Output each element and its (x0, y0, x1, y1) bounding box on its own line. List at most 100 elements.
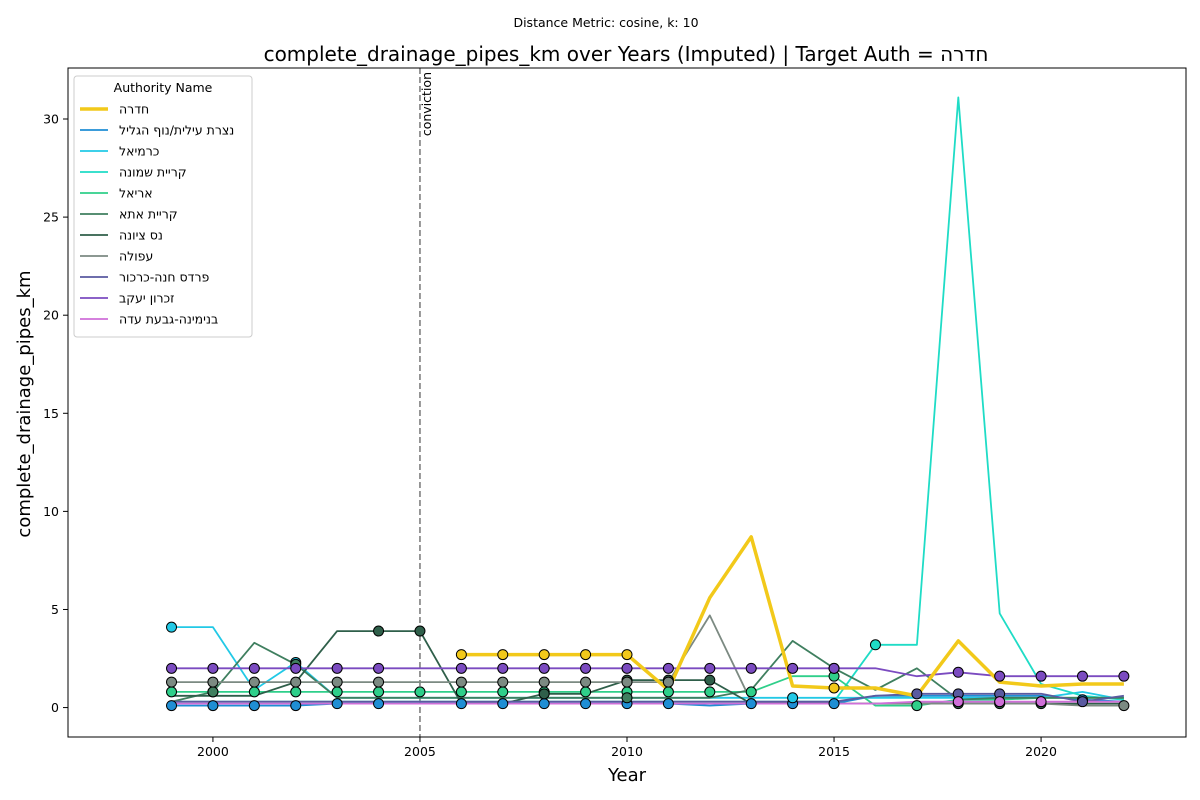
x-tick-label-2020: 2020 (1025, 744, 1057, 759)
axes: 2000 2005 2010 2015 2020 0 5 10 15 20 25 30 (43, 67, 1187, 759)
series-point-10-21 (1035, 696, 1047, 708)
series-point-4-2 (248, 686, 260, 698)
series-point-1-14 (745, 698, 757, 710)
series-point-9-23 (1118, 670, 1130, 682)
series-point-0-10 (580, 649, 592, 661)
series-point-9-15 (787, 662, 799, 674)
series-point-7-23 (1118, 700, 1130, 712)
series-point-10-20 (994, 696, 1006, 708)
series-point-7-11 (621, 676, 633, 688)
series-point-9-5 (373, 662, 385, 674)
y-tick-label-30: 30 (43, 112, 59, 127)
series-point-1-8 (497, 698, 509, 710)
series-point-6-5 (373, 625, 385, 637)
y-tick-label-10: 10 (43, 504, 59, 519)
series-point-7-3 (290, 676, 302, 688)
series-point-7-1 (207, 676, 219, 688)
series-point-1-1 (207, 700, 219, 712)
series-line-3 (171, 96, 1124, 703)
series-point-4-6 (414, 686, 426, 698)
series-point-0-7 (455, 649, 467, 661)
series-point-5-11 (621, 692, 633, 704)
series-point-7-7 (455, 676, 467, 688)
y-tick-label-25: 25 (43, 210, 59, 225)
legend-label-0: חדרה (119, 102, 149, 117)
legend: Authority Name חדרה נצרת עילית/נוף הגליל כר… (73, 75, 253, 338)
series-point-1-16 (828, 698, 840, 710)
series-line-0 (461, 535, 1124, 698)
series-point-0-11 (621, 649, 633, 661)
series-point-8-18 (911, 688, 923, 700)
series-point-9-3 (290, 662, 302, 674)
legend-label-9: זכרון יעקב (119, 291, 175, 306)
series-point-4-0 (166, 686, 178, 698)
series-point-9-12 (662, 662, 674, 674)
series-point-9-11 (621, 662, 633, 674)
chart-title: complete_drainage_pipes_km over Years (I… (264, 42, 989, 66)
series-point-9-20 (994, 670, 1006, 682)
series-point-4-5 (373, 686, 385, 698)
series-point-9-9 (538, 662, 550, 674)
series-point-4-12 (662, 686, 674, 698)
series-point-9-7 (455, 662, 467, 674)
series-point-1-3 (290, 700, 302, 712)
legend-label-10: בנימינה-גבעת עדה (119, 312, 218, 327)
series-point-1-12 (662, 698, 674, 710)
series-point-9-19 (952, 666, 964, 678)
series-point-1-0 (166, 700, 178, 712)
series-point-0-16 (828, 682, 840, 694)
series-point-10-19 (952, 696, 964, 708)
series-point-4-4 (331, 686, 343, 698)
series-point-5-1 (207, 686, 219, 698)
y-axis-label: complete_drainage_pipes_km (14, 270, 35, 537)
series-point-3-17 (869, 639, 881, 651)
series-line-10 (171, 700, 1124, 705)
series-point-9-0 (166, 662, 178, 674)
chart-suptitle: Distance Metric: cosine, k: 10 (513, 15, 698, 30)
series-point-8-22 (1076, 696, 1088, 708)
x-tick-label-2005: 2005 (404, 744, 436, 759)
series-point-4-8 (497, 686, 509, 698)
legend-label-8: פרדס חנה-כרכור (119, 270, 210, 285)
y-tick-label-20: 20 (43, 308, 59, 323)
series-point-9-4 (331, 662, 343, 674)
series-point-6-13 (704, 674, 716, 686)
series-point-4-3 (290, 686, 302, 698)
series-point-1-5 (373, 698, 385, 710)
legend-title: Authority Name (114, 80, 213, 95)
series-point-0-9 (538, 649, 550, 661)
series-point-7-2 (248, 676, 260, 688)
series-line-7 (171, 614, 1124, 707)
series-point-7-10 (580, 676, 592, 688)
series-point-0-8 (497, 649, 509, 661)
legend-label-3: קריית שמונה (119, 165, 187, 180)
series-line-5 (171, 640, 1124, 703)
series-point-4-10 (580, 686, 592, 698)
legend-box (73, 75, 253, 338)
series-point-9-10 (580, 662, 592, 674)
x-tick-label-2000: 2000 (197, 744, 229, 759)
y-tick-label-0: 0 (51, 700, 59, 715)
series-point-9-16 (828, 662, 840, 674)
series-point-1-4 (331, 698, 343, 710)
x-tick-label-2015: 2015 (818, 744, 850, 759)
series-point-4-18 (911, 700, 923, 712)
series-point-4-14 (745, 686, 757, 698)
series-point-1-7 (455, 698, 467, 710)
series-point-7-4 (331, 676, 343, 688)
series-point-9-8 (497, 662, 509, 674)
series-line-8 (171, 692, 1125, 703)
series-point-2-0 (166, 621, 178, 633)
series-point-9-13 (704, 662, 716, 674)
series-point-7-5 (373, 676, 385, 688)
series-point-1-2 (248, 700, 260, 712)
series-point-7-12 (662, 676, 674, 688)
legend-label-4: אריאל (119, 186, 153, 201)
series-point-9-14 (745, 662, 757, 674)
series-point-1-10 (580, 698, 592, 710)
legend-label-7: עפולה (119, 249, 153, 264)
x-tick-label-2010: 2010 (611, 744, 643, 759)
legend-label-6: נס ציונה (119, 228, 163, 243)
series-point-6-9 (538, 688, 550, 700)
